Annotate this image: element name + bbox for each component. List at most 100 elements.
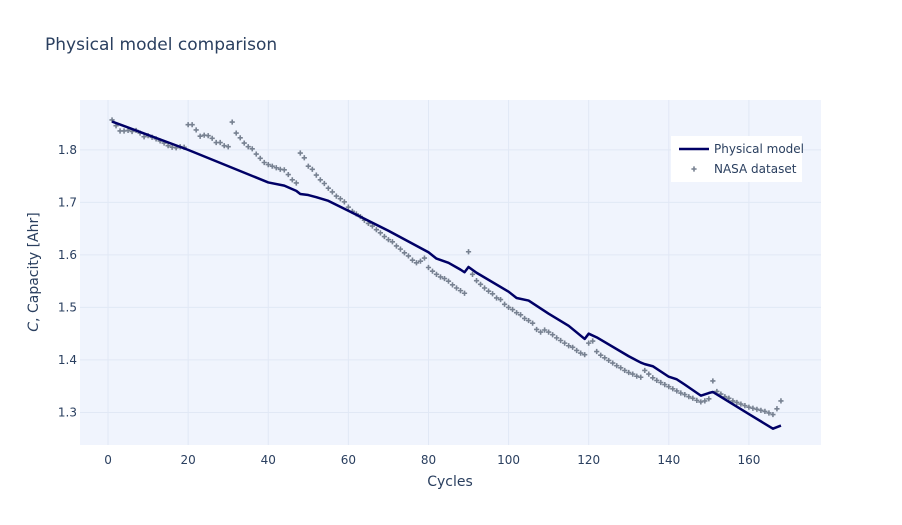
nasa-data-point [469, 271, 476, 277]
nasa-data-point [638, 374, 644, 380]
nasa-data-point [393, 243, 400, 249]
nasa-data-point [522, 315, 528, 322]
y-tick-label: 1.8 [58, 143, 77, 157]
nasa-data-point [754, 406, 760, 412]
nasa-data-point [566, 343, 572, 349]
nasa-data-point [634, 373, 640, 379]
nasa-data-point [606, 357, 612, 364]
nasa-data-point [405, 253, 412, 259]
y-tick-label: 1.5 [58, 300, 77, 314]
nasa-data-point [694, 397, 700, 403]
nasa-data-point [562, 340, 568, 346]
nasa-data-point [481, 285, 488, 291]
nasa-data-point [517, 312, 524, 318]
nasa-data-point [453, 285, 460, 291]
nasa-data-point [750, 405, 756, 411]
nasa-data-point [409, 257, 416, 263]
nasa-data-point [373, 227, 379, 233]
nasa-data-point [413, 260, 420, 266]
nasa-data-point [630, 371, 636, 377]
nasa-data-point [658, 379, 664, 386]
nasa-data-point [650, 375, 656, 381]
nasa-data-point [682, 391, 688, 398]
nasa-data-point [762, 408, 768, 414]
nasa-data-point [678, 390, 684, 396]
nasa-data-point [654, 377, 660, 384]
nasa-data-point [666, 384, 672, 390]
nasa-data-point [189, 122, 195, 128]
nasa-data-point [742, 403, 748, 409]
nasa-data-point [590, 338, 596, 344]
nasa-data-point [513, 310, 520, 316]
nasa-data-point [433, 271, 440, 277]
nasa-data-point [473, 278, 480, 284]
nasa-data-point [738, 401, 744, 407]
nasa-data-point [289, 177, 295, 183]
nasa-data-point [317, 177, 323, 183]
nasa-data-point [501, 301, 508, 307]
nasa-data-point [281, 167, 287, 173]
nasa-data-point [558, 337, 564, 344]
x-tick-label: 40 [261, 453, 276, 467]
nasa-data-point [385, 237, 392, 243]
nasa-data-point [778, 398, 784, 404]
x-tick-label: 80 [421, 453, 436, 467]
nasa-data-point [734, 399, 740, 406]
nasa-data-point [766, 410, 772, 416]
nasa-data-point [197, 133, 203, 139]
nasa-data-point [253, 151, 259, 157]
nasa-data-point [421, 255, 428, 261]
nasa-data-point [165, 143, 171, 149]
nasa-data-point [602, 355, 608, 361]
nasa-data-point [626, 369, 632, 376]
x-tick-label: 100 [497, 453, 520, 467]
nasa-data-point [774, 406, 780, 412]
nasa-data-point [690, 395, 696, 401]
nasa-data-point [221, 143, 227, 149]
x-tick-label: 20 [181, 453, 196, 467]
legend-nasa-dataset-label: NASA dataset [714, 162, 797, 176]
nasa-data-point [425, 264, 432, 271]
x-tick-label: 120 [577, 453, 600, 467]
nasa-data-point [401, 250, 408, 256]
legend-box [671, 136, 802, 182]
nasa-data-point [341, 199, 347, 205]
nasa-data-point [586, 340, 592, 346]
nasa-data-point [578, 350, 584, 356]
nasa-data-point [305, 163, 311, 169]
nasa-data-point [377, 230, 384, 236]
nasa-data-point [297, 150, 303, 156]
nasa-data-point [449, 282, 456, 288]
nasa-data-point [662, 382, 668, 388]
nasa-data-point [509, 306, 516, 313]
nasa-data-point [526, 317, 532, 324]
nasa-data-point [265, 161, 271, 168]
x-tick-label: 160 [737, 453, 760, 467]
nasa-data-point [554, 335, 560, 341]
nasa-data-point [542, 327, 548, 333]
nasa-data-point [457, 288, 464, 294]
legend: Physical model NASA dataset [671, 136, 804, 182]
series-physical-model-line [111, 120, 782, 430]
nasa-data-point [381, 233, 388, 240]
y-axis-label-text: , Capacity [Ahr] [26, 212, 42, 322]
nasa-data-point [217, 139, 223, 146]
nasa-data-point [726, 395, 732, 401]
nasa-data-point [429, 268, 436, 274]
nasa-data-point [618, 365, 624, 371]
nasa-data-point [594, 348, 600, 355]
legend-nasa-dataset-swatch [691, 166, 697, 172]
nasa-data-point [337, 196, 343, 202]
nasa-data-point [598, 352, 604, 358]
y-tick-label: 1.3 [58, 405, 77, 419]
nasa-data-point [257, 155, 263, 161]
legend-physical-model-label: Physical model [714, 142, 804, 156]
nasa-data-point [389, 239, 396, 245]
y-tick-label: 1.6 [58, 248, 77, 262]
nasa-data-point [610, 360, 616, 366]
nasa-data-point [670, 386, 676, 392]
nasa-data-point [205, 133, 211, 139]
nasa-data-point [417, 258, 424, 264]
chart-title: Physical model comparison [45, 35, 277, 55]
nasa-data-point [333, 193, 339, 199]
